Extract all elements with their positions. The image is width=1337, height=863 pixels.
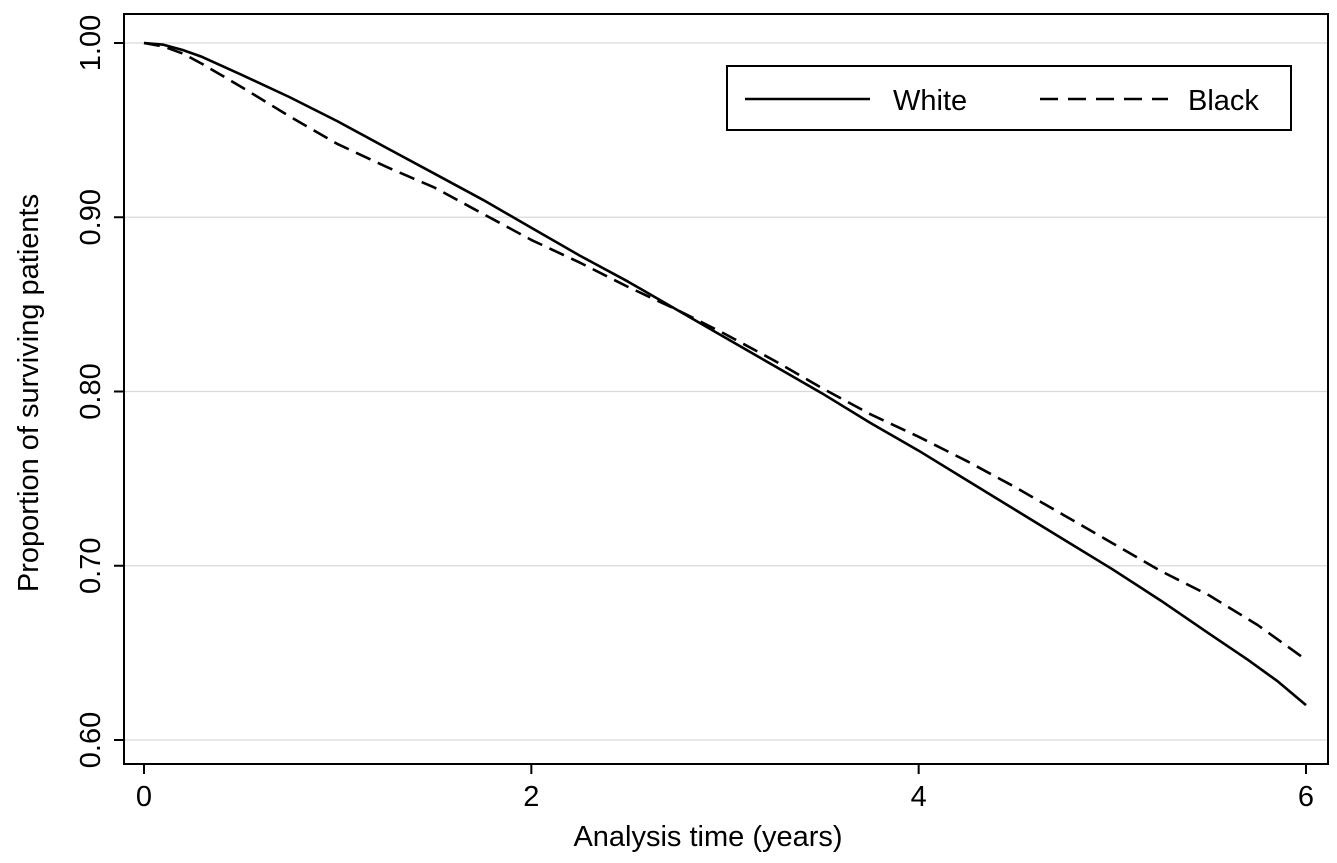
series-line-black [143, 41, 1307, 661]
axis-ticks: 0 2 4 6 0.60 0.70 0.80 0.90 1.00 [75, 15, 1314, 813]
x-tick-label: 4 [911, 781, 927, 813]
x-tick-label: 6 [1298, 781, 1314, 813]
x-tick-label: 2 [523, 781, 539, 813]
legend: White Black [726, 65, 1292, 131]
y-tick-label: 0.90 [75, 189, 107, 245]
x-tick-label: 0 [136, 781, 152, 813]
x-axis-title: Analysis time (years) [573, 821, 842, 853]
y-tick-label: 1.00 [75, 15, 107, 71]
y-tick-label: 0.60 [75, 712, 107, 768]
legend-label-black: Black [1188, 85, 1259, 117]
y-tick-label: 0.80 [75, 363, 107, 419]
y-axis-title: Proportion of surviving patients [13, 194, 45, 592]
gridlines [124, 42, 1328, 741]
y-tick-label: 0.70 [75, 538, 107, 594]
series-line-white [143, 41, 1307, 707]
legend-label-white: White [893, 85, 967, 117]
series-lines [143, 41, 1307, 707]
plot-area-frame [123, 13, 1329, 765]
